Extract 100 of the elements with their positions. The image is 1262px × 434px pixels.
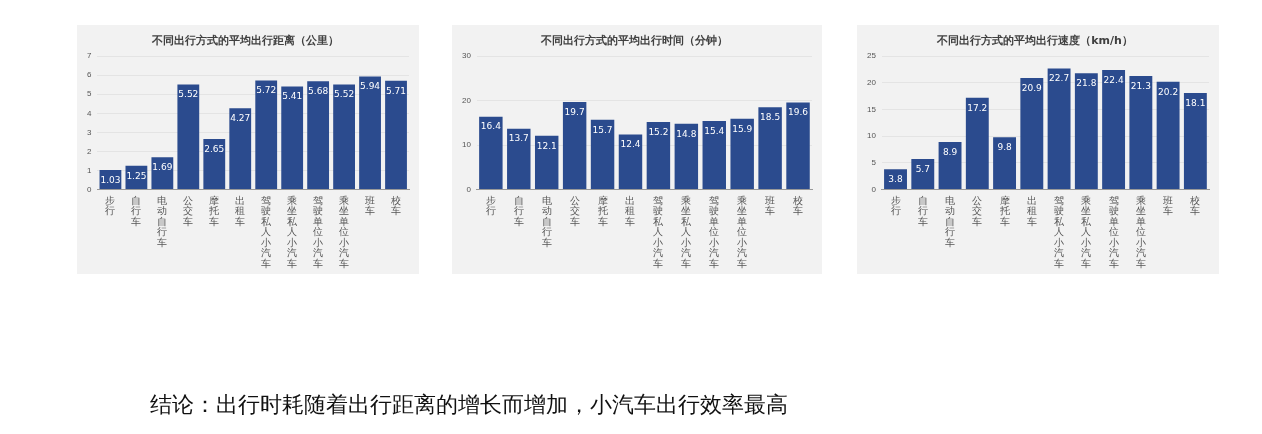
- data-label: 5.52: [178, 89, 199, 100]
- bar: [562, 101, 587, 189]
- bar: [307, 81, 330, 189]
- y-tick-label: 20: [461, 95, 472, 105]
- data-label: 17.2: [967, 102, 988, 113]
- bar: [1047, 68, 1071, 189]
- x-tick-label: 电动自行车: [541, 194, 552, 248]
- data-label: 15.4: [704, 125, 725, 136]
- y-tick-label: 6: [87, 70, 92, 80]
- bar: [674, 123, 699, 189]
- data-label: 18.1: [1185, 97, 1206, 108]
- bar: [229, 108, 252, 189]
- bar: [1074, 73, 1098, 189]
- x-tick-label: 电动自行车: [945, 194, 956, 248]
- x-tick-label: 摩托车: [998, 194, 1010, 227]
- y-tick-label: 5: [87, 89, 92, 99]
- chart-title: 不同出行方式的平均出行时间（分钟）: [539, 34, 728, 48]
- bar: [590, 119, 615, 189]
- x-tick-label: 驾驶私人小汽车: [261, 194, 273, 269]
- data-label: 1.69: [152, 162, 173, 173]
- x-tick-label: 校车: [1189, 194, 1201, 216]
- x-tick-label: 摩托车: [596, 194, 608, 227]
- y-tick-label: 4: [87, 108, 92, 118]
- data-label: 15.7: [592, 124, 613, 135]
- data-label: 5.71: [386, 85, 407, 96]
- chart-title: 不同出行方式的平均出行距离（公里）: [150, 34, 339, 48]
- x-tick-label: 驾驶单位小汽车: [1108, 194, 1119, 269]
- bar: [965, 97, 989, 189]
- bar: [333, 84, 355, 189]
- bar: [203, 139, 226, 189]
- bar: [702, 121, 726, 189]
- x-tick-label: 自行车: [131, 194, 142, 227]
- data-label: 5.41: [282, 91, 303, 102]
- data-label: 21.3: [1130, 80, 1151, 91]
- bar: [385, 80, 407, 189]
- bar: [618, 134, 643, 189]
- bar: [479, 116, 503, 189]
- bar: [911, 159, 935, 189]
- data-label: 22.4: [1103, 74, 1124, 85]
- x-tick-label: 电动自行车: [157, 194, 168, 248]
- x-tick-label: 班车: [365, 194, 376, 216]
- x-tick-label: 自行车: [513, 194, 524, 227]
- y-tick-label: 5: [871, 158, 877, 168]
- bar: [1020, 78, 1044, 189]
- data-label: 12.4: [620, 139, 641, 150]
- y-tick-label: 0: [466, 184, 472, 194]
- y-tick-label: 0: [87, 184, 92, 194]
- data-label: 2.65: [204, 143, 225, 154]
- bar: [177, 84, 200, 189]
- data-label: 20.9: [1021, 82, 1043, 93]
- x-tick-label: 公交车: [183, 194, 194, 227]
- x-tick-label: 乘坐私人小汽车: [287, 194, 299, 269]
- data-label: 22.7: [1049, 73, 1070, 84]
- bar: [1129, 75, 1153, 189]
- chart-title: 不同出行方式的平均出行速度（km/h）: [936, 34, 1133, 48]
- y-tick-label: 20: [866, 78, 877, 88]
- bar: [993, 137, 1017, 189]
- data-label: 1.25: [126, 170, 147, 181]
- x-tick-label: 出租车: [1026, 194, 1037, 227]
- bar: [646, 121, 671, 189]
- bar: [1156, 81, 1180, 189]
- x-tick-label: 公交车: [569, 194, 580, 227]
- bar: [359, 76, 381, 189]
- y-tick-label: 3: [87, 127, 92, 137]
- data-label: 4.27: [230, 113, 251, 124]
- data-label: 5.94: [360, 81, 381, 92]
- x-tick-label: 班车: [1163, 194, 1174, 216]
- bar: [758, 107, 782, 189]
- data-label: 21.8: [1076, 78, 1097, 89]
- data-label: 5.52: [334, 89, 355, 100]
- data-label: 20.2: [1158, 86, 1179, 97]
- y-tick-label: 1: [87, 165, 92, 175]
- x-tick-label: 乘坐私人小汽车: [681, 194, 693, 269]
- x-tick-label: 校车: [390, 194, 402, 216]
- text: 结论：出行时耗随着出行距离的增长而增加，小汽车出行效率最高: [150, 391, 788, 419]
- x-tick-label: 驾驶单位小汽车: [313, 194, 324, 269]
- data-label: 16.4: [480, 121, 502, 132]
- x-tick-label: 出租车: [235, 194, 246, 227]
- x-tick-label: 步行: [485, 194, 496, 216]
- x-tick-label: 乘坐单位小汽车: [737, 194, 748, 269]
- data-label: 19.6: [788, 107, 809, 118]
- data-label: 19.7: [564, 106, 585, 117]
- y-tick-label: 30: [461, 51, 472, 61]
- x-tick-label: 自行车: [917, 194, 928, 227]
- data-label: 1.03: [100, 174, 121, 185]
- data-label: 18.5: [760, 112, 781, 123]
- bar: [255, 80, 278, 189]
- data-label: 15.2: [648, 126, 669, 137]
- y-tick-label: 7: [87, 51, 92, 61]
- x-tick-label: 驾驶私人小汽车: [1054, 194, 1066, 269]
- bar: [534, 135, 559, 189]
- data-label: 5.7: [915, 163, 930, 174]
- x-tick-label: 驾驶私人小汽车: [653, 194, 665, 269]
- bar: [938, 142, 962, 189]
- x-tick-label: 驾驶单位小汽车: [709, 194, 720, 269]
- data-label: 9.8: [997, 142, 1012, 153]
- data-label: 12.1: [536, 140, 557, 151]
- data-label: 15.9: [732, 123, 753, 134]
- data-label: 8.9: [942, 146, 958, 157]
- y-tick-label: 25: [866, 51, 877, 61]
